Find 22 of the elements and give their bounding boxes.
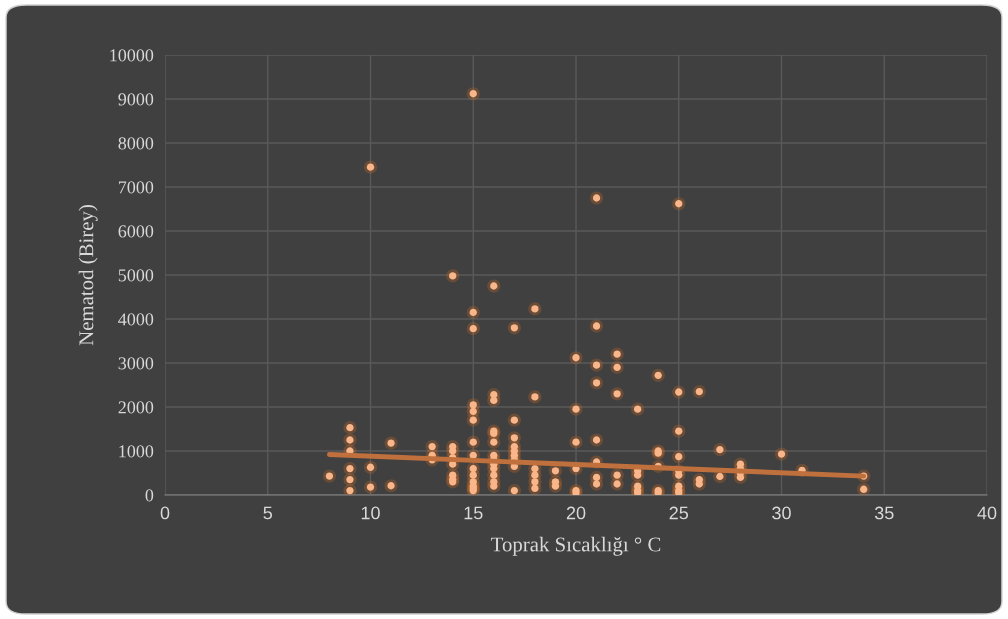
y-tick-label: 6000 (118, 225, 154, 238)
y-tick-label: 10000 (110, 49, 154, 62)
y-tick-label: 3000 (118, 357, 154, 370)
y-tick-label: 0 (145, 489, 154, 502)
x-tick-label: 0 (160, 506, 170, 520)
x-axis-title: Toprak Sıcaklığı ° C (491, 536, 661, 556)
y-axis-title: Nematod (Birey) (78, 205, 98, 346)
y-tick-label: 9000 (118, 93, 154, 106)
y-tick-label: 5000 (118, 269, 154, 282)
x-tick-label: 15 (464, 506, 483, 520)
x-tick-label: 35 (874, 506, 894, 520)
x-tick-label: 20 (566, 506, 586, 520)
x-tick-label: 10 (361, 506, 380, 520)
y-tick-label: 2000 (118, 401, 154, 414)
y-tick-label: 7000 (118, 181, 154, 194)
y-tick-label: 4000 (118, 313, 154, 326)
x-tick-label: 25 (669, 506, 689, 520)
y-tick-label: 8000 (118, 137, 154, 150)
x-tick-label: 5 (263, 506, 273, 520)
x-tick-label: 40 (977, 506, 997, 520)
x-tick-label: 30 (772, 506, 791, 520)
y-tick-label: 1000 (119, 445, 154, 458)
